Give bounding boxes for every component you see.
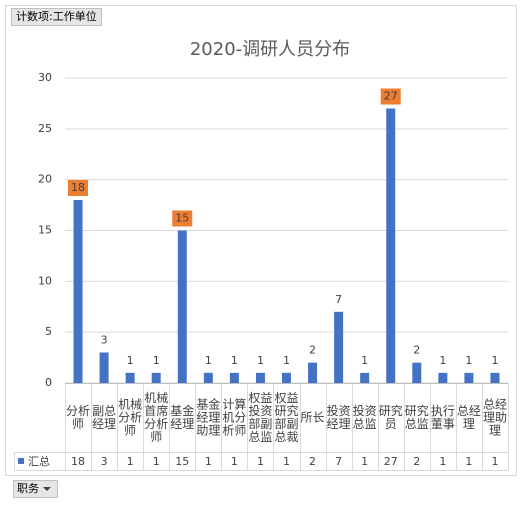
bar [360, 372, 370, 383]
value-label: 1 [491, 354, 498, 367]
bar [125, 372, 135, 383]
table-value: 1 [257, 455, 264, 468]
filter-button[interactable] [13, 480, 58, 498]
x-tick-label: 研究员 [379, 403, 403, 431]
legend-key [18, 458, 24, 464]
table-value: 2 [413, 455, 420, 468]
table-value: 27 [384, 455, 398, 468]
bar [490, 372, 500, 383]
y-tick-label: 30 [38, 71, 52, 84]
x-tick-label: 执行董事 [431, 404, 455, 431]
x-tick-label: 研究总监 [405, 403, 429, 431]
bar [177, 230, 187, 383]
table-value: 1 [439, 455, 446, 468]
x-tick-label: 总经理助理 [483, 397, 507, 437]
x-tick-label: 基金经理助理 [196, 396, 220, 437]
value-label: 2 [309, 344, 316, 357]
value-label: 7 [335, 293, 342, 306]
x-tick-label: 所长 [301, 410, 325, 424]
value-label: 1 [127, 354, 134, 367]
y-tick-label: 5 [45, 325, 52, 338]
x-tick-label: 基金经理 [170, 403, 194, 431]
y-tick-label: 20 [38, 173, 52, 186]
table-value: 2 [309, 455, 316, 468]
table-value: 1 [205, 455, 212, 468]
bar [464, 372, 474, 383]
x-tick-label: 权益研究部副总裁 [274, 391, 298, 444]
value-label-box [380, 88, 401, 105]
table-value: 1 [361, 455, 368, 468]
value-label: 1 [465, 354, 472, 367]
value-label: 1 [205, 354, 212, 367]
dropdown-arrow[interactable] [43, 487, 51, 491]
value-label: 18 [71, 181, 85, 194]
bar [203, 372, 213, 383]
value-label: 1 [439, 354, 446, 367]
bar [229, 372, 239, 383]
bar [255, 372, 265, 383]
table-value: 1 [127, 455, 134, 468]
table-value: 18 [71, 455, 85, 468]
table-value: 1 [231, 455, 238, 468]
y-tick-label: 10 [38, 274, 52, 287]
value-label: 2 [413, 344, 420, 357]
bar [334, 311, 344, 383]
table-value: 3 [101, 455, 108, 468]
y-tick-label: 0 [45, 376, 52, 389]
table-value: 1 [283, 455, 290, 468]
value-label: 1 [231, 354, 238, 367]
table-value: 1 [465, 455, 472, 468]
x-tick-label: 机械分析师 [118, 396, 142, 437]
x-tick-label: 计算机分析师 [222, 396, 246, 437]
value-label: 15 [175, 212, 189, 225]
x-tick-label: 分析师 [66, 404, 90, 431]
y-tick-label: 25 [38, 122, 52, 135]
filter-button-label[interactable]: 职务 [17, 482, 39, 495]
bar [438, 372, 448, 383]
field-button-label[interactable]: 计数项:工作单位 [16, 9, 97, 23]
table-value: 1 [491, 455, 498, 468]
value-label-box [172, 210, 193, 227]
bar [151, 372, 161, 383]
value-label: 1 [283, 354, 290, 367]
field-button[interactable] [11, 8, 102, 26]
value-label: 1 [257, 354, 264, 367]
table-value: 15 [175, 455, 189, 468]
bar [99, 352, 109, 383]
legend-label: 汇总 [28, 454, 50, 468]
x-tick-label: 投资经理 [327, 403, 351, 431]
bar [412, 362, 422, 383]
x-tick-label: 投资总监 [353, 403, 377, 431]
value-label: 1 [153, 354, 160, 367]
value-label: 3 [101, 334, 108, 347]
value-label-box [68, 180, 89, 196]
y-tick-label: 15 [38, 224, 52, 237]
table-value: 7 [335, 455, 342, 468]
chart-title: 2020-调研人员分布 [190, 39, 350, 60]
table-value: 1 [153, 455, 160, 468]
value-label: 27 [384, 90, 398, 103]
chart-frame [5, 5, 517, 476]
value-label: 1 [361, 354, 368, 367]
x-tick-label: 权益投资部副总监 [248, 391, 272, 444]
bar [73, 200, 83, 383]
x-tick-label: 副总经理 [92, 404, 116, 431]
x-tick-label: 总经理 [457, 404, 481, 431]
bar [386, 108, 396, 383]
x-tick-label: 机械首席分析师 [144, 390, 168, 444]
bar [282, 372, 291, 383]
bar [308, 362, 318, 383]
